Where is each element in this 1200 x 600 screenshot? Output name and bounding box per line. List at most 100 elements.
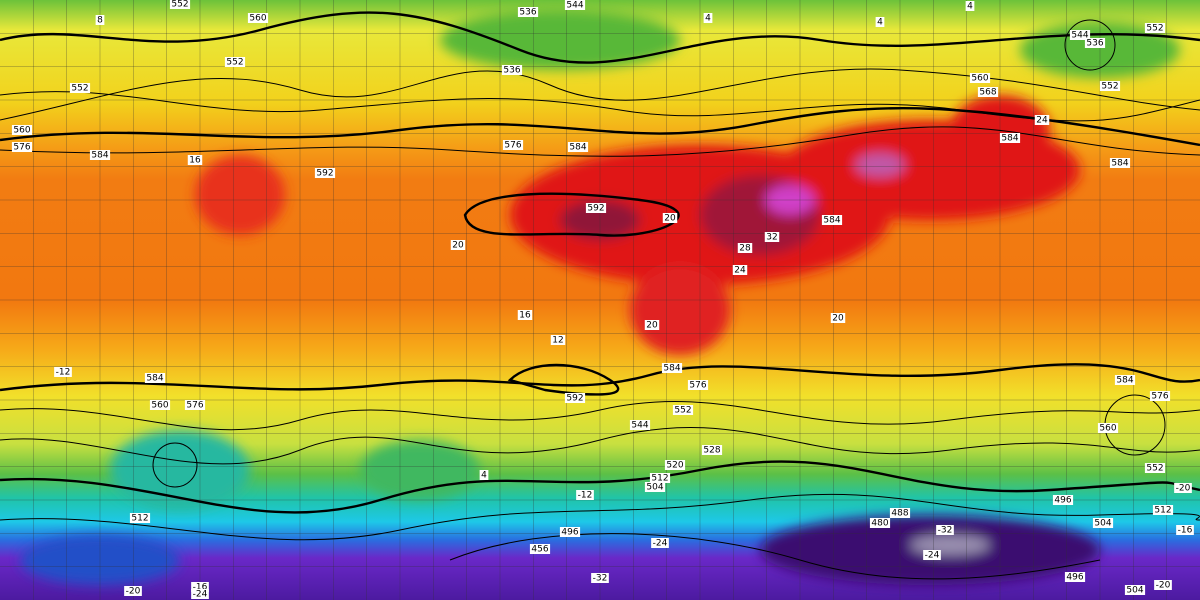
temperature-label-text: 12 — [552, 336, 563, 346]
label-background — [187, 155, 203, 165]
temperature-label-text: 28 — [739, 244, 751, 254]
height-label-text: 552 — [71, 84, 88, 94]
label-background — [737, 243, 753, 253]
label-background — [969, 73, 991, 83]
height-label: 584 — [1114, 375, 1136, 386]
height-label: 584 — [144, 373, 166, 384]
height-label-text: 576 — [689, 381, 706, 391]
temperature-label-text: 20 — [664, 214, 676, 224]
label-background — [54, 367, 72, 377]
height-label-text: 584 — [1111, 159, 1128, 169]
label-background — [224, 57, 246, 67]
height-label: 584 — [999, 133, 1021, 144]
height-label-text: 552 — [674, 406, 691, 416]
temperature-label: 4 — [965, 1, 975, 12]
height-label: 584 — [567, 142, 589, 153]
temperature-label: 20 — [662, 213, 678, 224]
label-background — [923, 550, 941, 560]
temperature-label-text: -16 — [193, 583, 208, 593]
height-label-text: 528 — [703, 446, 720, 456]
label-background — [1069, 30, 1091, 40]
temperature-label-text: -24 — [925, 551, 940, 561]
label-background — [999, 133, 1021, 143]
height-label: 512 — [1152, 505, 1174, 516]
label-background — [564, 0, 586, 10]
height-label: 576 — [687, 380, 709, 391]
temperature-label: 20 — [450, 240, 466, 251]
height-label: 576 — [1149, 391, 1171, 402]
label-background — [69, 83, 91, 93]
height-label: 480 — [869, 518, 891, 529]
height-label: 536 — [501, 65, 523, 76]
height-label: 496 — [1052, 495, 1074, 506]
temperature-label: -12 — [54, 367, 72, 378]
height-label: 552 — [1144, 23, 1166, 34]
height-label-text: 488 — [891, 509, 908, 519]
height-label-text: 552 — [226, 58, 243, 68]
height-label: 560 — [11, 125, 33, 136]
label-background — [1174, 483, 1192, 493]
label-background — [501, 65, 523, 75]
height-label-text: 496 — [561, 528, 578, 538]
label-background — [517, 7, 539, 17]
height-label-text: 536 — [503, 66, 520, 76]
label-background — [450, 240, 466, 250]
label-background — [1034, 115, 1050, 125]
label-background — [1152, 505, 1174, 515]
label-background — [1144, 23, 1166, 33]
height-label: 512 — [649, 473, 671, 484]
height-label-text: 456 — [531, 545, 548, 555]
height-label: 536 — [517, 7, 539, 18]
height-label: 496 — [1064, 572, 1086, 583]
height-label: 560 — [969, 73, 991, 84]
height-label: 552 — [672, 405, 694, 416]
height-label: 504 — [644, 482, 666, 493]
label-background — [11, 142, 33, 152]
height-label-text: 496 — [1066, 573, 1083, 583]
temperature-label: 20 — [644, 320, 660, 331]
height-label: 560 — [149, 400, 171, 411]
label-background — [149, 400, 171, 410]
height-label: 520 — [664, 460, 686, 471]
temperature-label-text: -20 — [1156, 581, 1171, 591]
height-label-text: 512 — [651, 474, 668, 484]
height-label: 544 — [1069, 30, 1091, 41]
height-label-text: 560 — [1099, 424, 1116, 434]
label-background — [591, 573, 609, 583]
temperature-label-text: 8 — [97, 16, 103, 26]
temperature-label-text: -20 — [126, 587, 141, 597]
label-background — [936, 525, 954, 535]
temperature-label-text: 32 — [766, 233, 777, 243]
height-label: 584 — [1109, 158, 1131, 169]
height-label-text: 504 — [646, 483, 663, 493]
height-label: 552 — [1099, 81, 1121, 92]
label-background — [1114, 375, 1136, 385]
label-background — [529, 544, 551, 554]
label-background — [965, 1, 975, 11]
label-background — [550, 335, 566, 345]
height-label: 576 — [502, 140, 524, 151]
temperature-label: 4 — [875, 17, 885, 28]
label-background — [184, 400, 206, 410]
temperature-label-text: 16 — [189, 156, 201, 166]
temperature-label-text: 24 — [734, 266, 746, 276]
temperature-label-text: -16 — [1178, 526, 1193, 536]
label-background — [1149, 391, 1171, 401]
height-label-text: 552 — [171, 0, 188, 10]
temperature-label-text: -12 — [56, 368, 71, 378]
height-label: 504 — [1124, 585, 1146, 596]
temperature-label-text: 16 — [519, 311, 531, 321]
label-background — [672, 405, 694, 415]
label-background — [1144, 463, 1166, 473]
temperature-label: -20 — [1174, 483, 1192, 494]
label-background — [191, 589, 209, 599]
height-label-text: 576 — [13, 143, 30, 153]
temperature-label: 20 — [830, 313, 846, 324]
height-label-text: 504 — [1126, 586, 1143, 596]
height-label-text: 584 — [569, 143, 586, 153]
height-label-text: 560 — [151, 401, 168, 411]
temperature-label-text: -24 — [653, 539, 668, 549]
label-background — [977, 87, 999, 97]
temperature-label: -20 — [124, 586, 142, 597]
